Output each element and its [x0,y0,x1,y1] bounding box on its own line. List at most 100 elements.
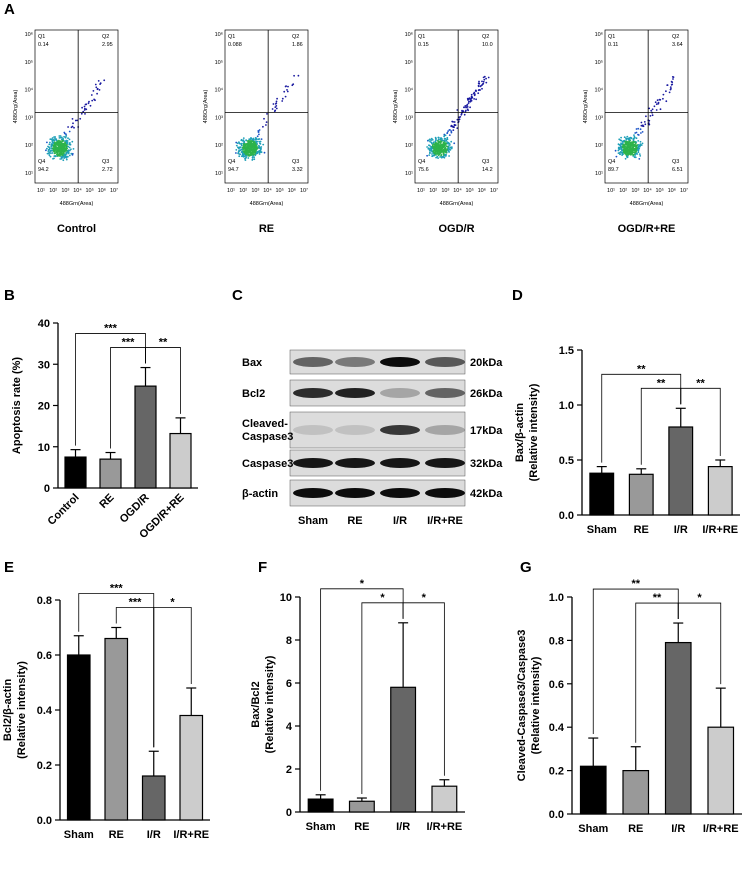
event-dot [51,147,54,150]
y-tick-label: 0.0 [37,815,52,827]
bar [64,456,87,489]
y-axis-label: (Relative intensity) [16,661,28,759]
event-dot [253,158,256,161]
x-tick-label: 10⁶ [668,187,676,194]
event-dot [73,126,75,129]
event-dot [437,154,440,157]
event-dot [256,135,259,138]
event-dot [51,149,53,152]
event-dot [257,138,259,141]
significance-bracket [680,387,721,456]
event-dot [256,151,259,154]
event-dot [464,105,467,107]
event-dot [440,150,442,153]
event-dot [474,89,477,92]
event-dot [103,79,106,82]
event-dot [80,112,83,115]
event-dot [627,145,630,147]
event-dot [63,131,66,134]
event-dot [634,132,637,134]
event-dot [620,147,623,150]
y-axis-label: (Relative intensity) [264,655,276,753]
y-axis-label: Cleaved-Caspase3/Caspase3 [516,630,528,782]
event-dot [71,118,74,120]
bar [431,785,458,813]
protein-label: Bcl2 [242,388,265,400]
event-dot [56,154,59,157]
event-dot [426,146,428,148]
event-dot [637,140,640,142]
molecular-weight: 20kDa [470,357,503,369]
event-dot [639,140,642,143]
event-dot [445,154,447,157]
event-dot [442,150,445,153]
event-dot [57,153,60,156]
significance-label: ** [637,363,646,375]
event-dot [239,146,242,149]
x-tick-label: Sham [306,821,336,833]
bar [104,637,129,821]
event-dot [87,102,90,105]
event-dot [84,107,86,110]
event-dot [439,147,442,149]
event-dot [437,138,440,141]
x-tick-label: 10¹ [417,188,425,194]
event-dot [639,155,642,157]
molecular-weight: 32kDa [470,458,503,470]
significance-label: ** [653,592,662,604]
event-dot [466,108,469,111]
quadrant-name: Q4 [38,159,45,165]
event-dot [623,149,626,152]
event-dot [648,119,651,122]
event-dot [263,117,265,120]
event-dot [236,142,239,145]
event-dot [259,143,262,145]
x-tick-label: 10⁶ [288,187,296,194]
protein-label: Bax [242,357,263,369]
event-dot [662,97,664,100]
event-dot [46,141,48,144]
event-dot [47,150,50,153]
blot-band [335,388,375,398]
event-dot [481,80,483,83]
significance-label: ** [159,337,168,349]
quadrant-name: Q1 [418,34,425,40]
event-dot [263,151,266,154]
y-tick-label: 10⁵ [405,59,413,66]
event-dot [49,147,51,150]
event-dot [242,137,245,140]
bar [707,466,733,516]
event-dot [473,98,475,100]
event-dot [429,138,431,141]
y-tick-label: 10⁵ [215,59,223,66]
significance-bracket [145,347,181,414]
event-dot [246,145,249,148]
molecular-weight: 42kDa [470,488,503,500]
event-dot [255,140,257,143]
event-dot [253,147,256,150]
event-dot [619,139,622,142]
x-tick-label: 10⁵ [655,187,663,194]
quadrant-value: 94.2 [38,167,49,173]
significance-label: ** [631,578,640,590]
event-dot [617,152,620,155]
event-dot [271,108,274,110]
y-axis-label: Bax/Bcl2 [250,681,262,727]
event-dot [470,95,473,98]
event-dot [453,142,456,145]
event-dot [468,100,470,103]
event-dot [448,155,450,157]
x-tick-label: RE [97,492,116,511]
y-tick-label: 10⁶ [595,31,603,38]
event-dot [624,152,627,155]
event-dot [64,140,67,143]
event-dot [438,141,440,144]
event-dot [51,141,54,143]
group-name: RE [259,223,274,235]
event-dot [241,140,244,142]
bar [664,641,692,815]
x-tick-label: 10³ [441,188,449,194]
event-dot [638,158,641,160]
y-axis-title: 488Org(Area) [393,90,399,124]
quadrant-value: 2.95 [102,42,113,48]
